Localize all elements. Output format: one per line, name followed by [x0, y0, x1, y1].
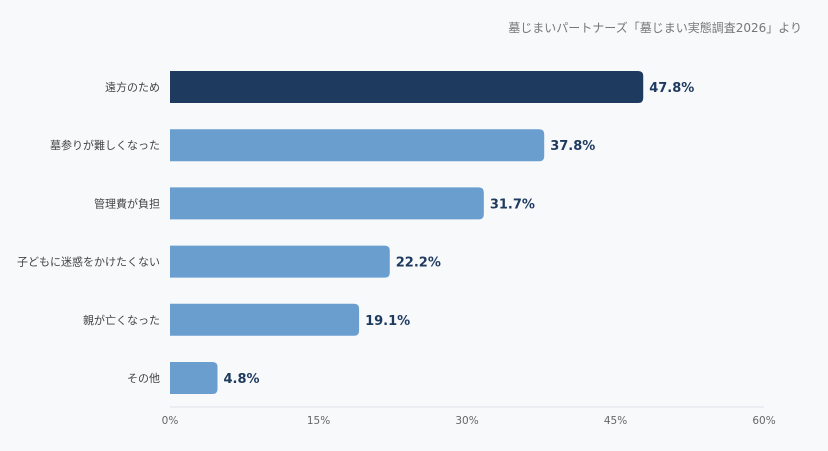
category-label: 管理費が負担 — [94, 196, 160, 210]
bar — [170, 129, 545, 162]
category-label: 子どもに迷惑をかけたくない — [17, 255, 160, 269]
x-tick-label: 0% — [162, 415, 179, 427]
category-label: 親が亡くなった — [83, 313, 160, 327]
bar — [170, 71, 644, 103]
x-tick-label: 60% — [752, 415, 775, 427]
data-label: 37.8% — [550, 139, 595, 154]
bar — [170, 303, 360, 336]
x-tick-label: 30% — [455, 415, 478, 427]
bar — [170, 362, 218, 394]
data-label: 4.8% — [224, 372, 260, 387]
data-label: 22.2% — [396, 256, 441, 271]
category-label: その他 — [127, 372, 160, 385]
bar — [170, 187, 484, 220]
data-label: 19.1% — [365, 314, 410, 329]
x-tick-label: 45% — [604, 415, 627, 427]
bar — [170, 245, 390, 278]
data-label: 31.7% — [490, 197, 535, 212]
source-note: 墓じまいパートナーズ「墓じまい実態調査2026」より — [508, 21, 802, 35]
data-label: 47.8% — [649, 81, 694, 96]
category-label: 遠方のため — [105, 80, 160, 94]
category-label: 墓参りが難しくなった — [50, 138, 160, 152]
x-tick-label: 15% — [307, 415, 330, 427]
